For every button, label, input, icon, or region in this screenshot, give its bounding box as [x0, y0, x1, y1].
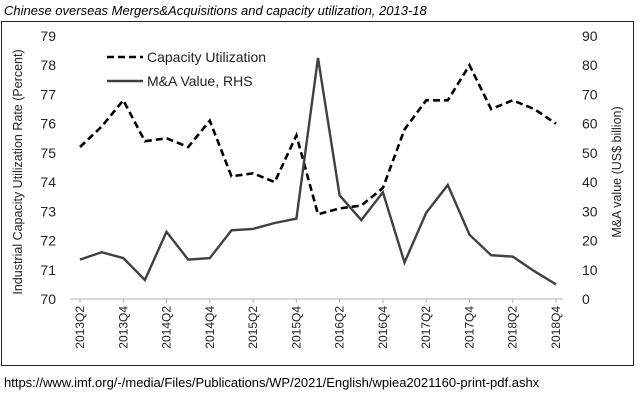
left-tick-label: 70 [40, 291, 56, 307]
left-tick-label: 73 [40, 203, 56, 219]
left-tick-label: 72 [40, 233, 56, 249]
x-axis-ticks: 2013Q2 2013Q4 2014Q2 2014Q4 2015Q2 2015Q4 2016… [73, 299, 563, 349]
right-tick-label: 30 [582, 203, 598, 219]
right-axis-label: M&A value (US$ billion) [610, 106, 624, 237]
source-url: https://www.imf.org/-/media/Files/Public… [4, 375, 540, 390]
left-tick-label: 78 [40, 57, 56, 73]
x-tick-label: 2013Q2 [73, 306, 87, 349]
left-axis-label: Industrial Capacity Utilization Rate (Pe… [11, 49, 25, 294]
legend: Capacity Utilization M&A Value, RHS [107, 49, 266, 89]
right-tick-label: 50 [582, 145, 598, 161]
right-tick-label: 40 [582, 174, 598, 190]
right-tick-label: 10 [582, 262, 598, 278]
capacity-utilization-line [79, 62, 557, 216]
ma-value-line [79, 57, 557, 286]
legend-capacity-label: Capacity Utilization [147, 49, 266, 65]
legend-ma-label: M&A Value, RHS [147, 73, 253, 89]
x-tick-label: 2018Q4 [549, 306, 563, 349]
right-tick-label: 60 [582, 116, 598, 132]
right-tick-label: 70 [582, 86, 598, 102]
chart-frame [1, 21, 634, 366]
right-tick-label: 20 [582, 233, 598, 249]
right-tick-label: 90 [582, 28, 598, 44]
left-tick-label: 75 [40, 145, 56, 161]
right-tick-label: 0 [582, 291, 590, 307]
x-tick-label: 2015Q4 [289, 306, 303, 349]
left-axis-ticks: 70 71 72 73 74 75 76 77 78 79 [40, 28, 56, 307]
x-tick-label: 2013Q4 [116, 306, 130, 349]
x-tick-label: 2016Q4 [376, 306, 390, 349]
chart-title: Chinese overseas Mergers&Acquisitions an… [4, 3, 427, 18]
chart: 70 71 72 73 74 75 76 77 78 79 0 10 20 30 40 50 60 70 80 90… [11, 28, 624, 349]
x-tick-label: 2016Q2 [333, 306, 347, 349]
x-tick-label: 2018Q2 [506, 306, 520, 349]
x-tick-label: 2017Q4 [462, 306, 476, 349]
x-tick-label: 2014Q4 [203, 306, 217, 349]
right-tick-label: 80 [582, 57, 598, 73]
x-tick-label: 2015Q2 [246, 306, 260, 349]
x-tick-label: 2014Q2 [160, 306, 174, 349]
left-tick-label: 71 [40, 262, 56, 278]
x-tick-label: 2017Q2 [419, 306, 433, 349]
left-tick-label: 77 [40, 86, 56, 102]
left-tick-label: 76 [40, 116, 56, 132]
left-tick-label: 74 [40, 174, 56, 190]
right-axis-ticks: 0 10 20 30 40 50 60 70 80 90 [582, 28, 598, 307]
left-tick-label: 79 [40, 28, 56, 44]
